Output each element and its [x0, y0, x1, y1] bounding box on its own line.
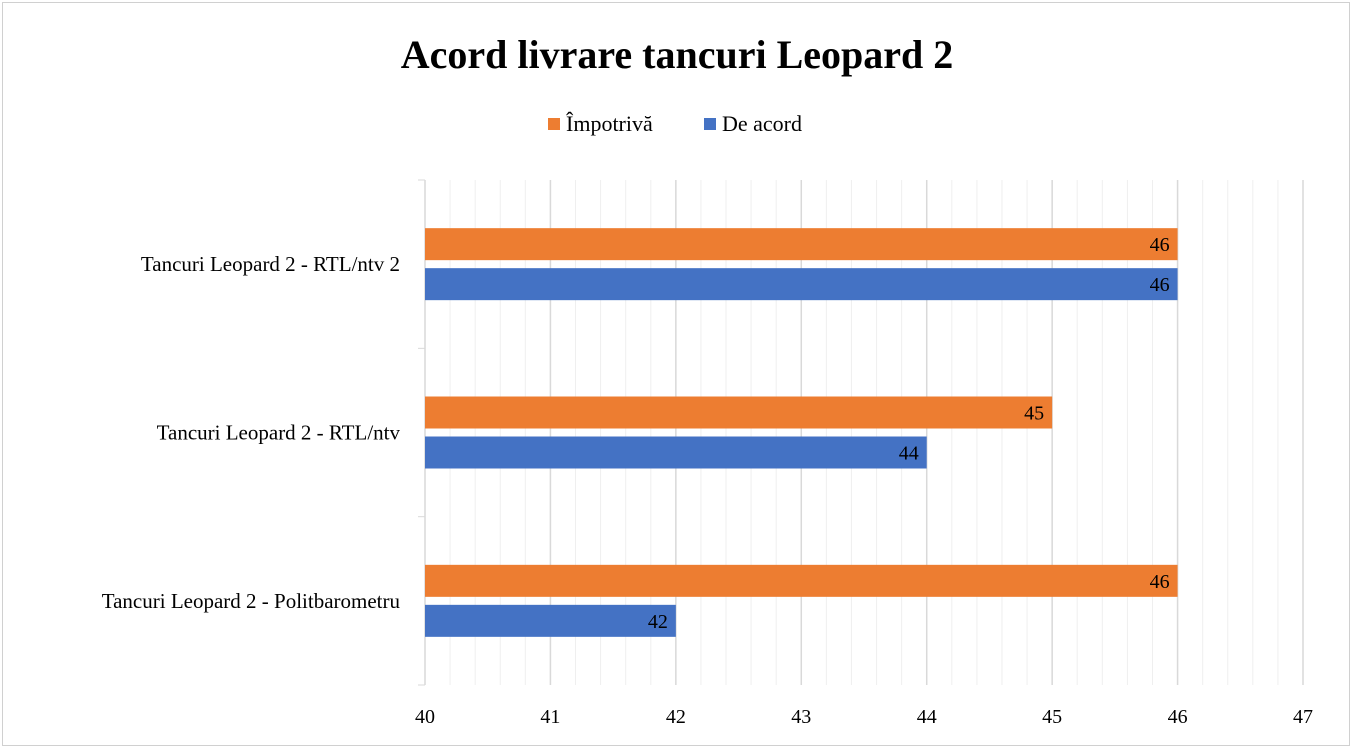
- legend-label-0: Împotrivă: [566, 111, 653, 136]
- x-tick-label-3: 43: [791, 706, 811, 728]
- x-axis-tick-labels: 40 41 42 43 44 45 46 47: [415, 706, 1313, 728]
- major-gridlines: [418, 179, 1304, 686]
- data-label-1-1: 44: [899, 443, 919, 465]
- data-label-1-0: 45: [1024, 403, 1044, 425]
- legend-swatch-0: [548, 118, 560, 130]
- data-labels: 46 46 45 44 46 42: [648, 234, 1170, 633]
- x-tick-label-0: 40: [415, 706, 435, 728]
- legend: Împotrivă De acord: [548, 111, 802, 136]
- category-label-1: Tancuri Leopard 2 - RTL/ntv: [157, 421, 401, 445]
- data-label-2-0: 46: [1150, 571, 1170, 593]
- bar-2-0: [425, 564, 1178, 597]
- legend-label-1: De acord: [722, 111, 802, 136]
- legend-swatch-1: [704, 118, 716, 130]
- x-tick-label-2: 42: [666, 706, 686, 728]
- x-tick-label-7: 47: [1293, 706, 1313, 728]
- bar-0-0: [425, 228, 1178, 261]
- category-label-2: Tancuri Leopard 2 - Politbarometru: [102, 589, 401, 613]
- x-tick-label-1: 41: [540, 706, 560, 728]
- bar-2-1: [425, 604, 676, 637]
- bar-1-0: [425, 396, 1053, 429]
- x-tick-label-4: 44: [917, 706, 937, 728]
- data-label-0-1: 46: [1150, 274, 1170, 296]
- category-labels: Tancuri Leopard 2 - RTL/ntv 2 Tancuri Leo…: [102, 252, 401, 613]
- x-tick-label-5: 45: [1042, 706, 1062, 728]
- bars: [425, 228, 1178, 637]
- bar-1-1: [425, 436, 927, 469]
- data-label-2-1: 42: [648, 611, 668, 633]
- chart-title: Acord livrare tancuri Leopard 2: [401, 32, 954, 77]
- x-tick-label-6: 46: [1168, 706, 1188, 728]
- bar-0-1: [425, 268, 1178, 301]
- data-label-0-0: 46: [1150, 234, 1170, 256]
- category-label-0: Tancuri Leopard 2 - RTL/ntv 2: [141, 252, 400, 276]
